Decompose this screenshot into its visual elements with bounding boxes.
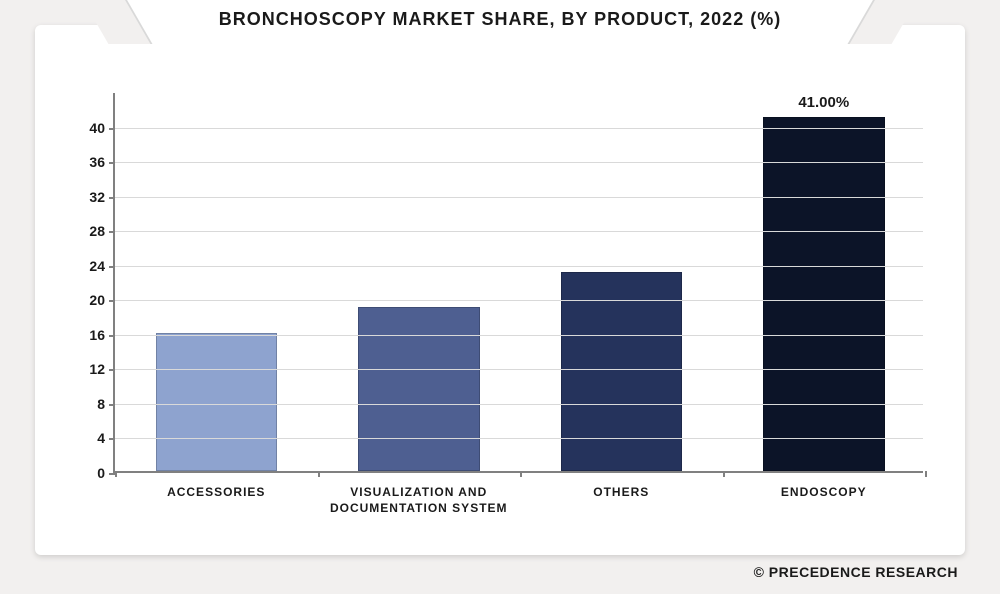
y-tick <box>109 266 115 268</box>
x-tick <box>723 471 725 477</box>
gridline <box>115 162 923 163</box>
x-tick <box>925 471 927 477</box>
y-axis-label: 32 <box>75 189 105 205</box>
bar <box>561 272 683 471</box>
y-tick <box>109 300 115 302</box>
x-tick <box>520 471 522 477</box>
bar <box>358 307 480 471</box>
x-axis-label: OTHERS <box>520 485 723 501</box>
chart-title-banner: BRONCHOSCOPY MARKET SHARE, BY PRODUCT, 2… <box>120 0 880 38</box>
gridline <box>115 369 923 370</box>
gridline <box>115 404 923 405</box>
x-tick <box>115 471 117 477</box>
y-tick <box>109 404 115 406</box>
y-axis-label: 4 <box>75 430 105 446</box>
gridline <box>115 128 923 129</box>
chart-container: 41.00% 0 4 8 12 16 20 24 28 32 36 40 ACCESSORIESVIS… <box>35 25 965 555</box>
gridline <box>115 266 923 267</box>
y-tick <box>109 438 115 440</box>
y-tick <box>109 197 115 199</box>
x-axis-label: ENDOSCOPY <box>723 485 926 501</box>
y-axis-label: 0 <box>75 465 105 481</box>
bar-value-label: 41.00% <box>798 94 849 111</box>
y-tick <box>109 128 115 130</box>
gridline <box>115 438 923 439</box>
y-axis-label: 36 <box>75 154 105 170</box>
x-tick <box>318 471 320 477</box>
bars-group: 41.00% <box>115 93 923 471</box>
y-axis-label: 8 <box>75 396 105 412</box>
y-tick <box>109 162 115 164</box>
bar: 41.00% <box>763 117 885 471</box>
y-tick <box>109 231 115 233</box>
y-axis-label: 12 <box>75 361 105 377</box>
gridline <box>115 300 923 301</box>
x-axis-label: ACCESSORIES <box>115 485 318 501</box>
gridline <box>115 335 923 336</box>
gridline <box>115 197 923 198</box>
gridline <box>115 231 923 232</box>
plot-area: 41.00% 0481216202428323640ACCESSORIESVIS… <box>113 93 923 473</box>
y-axis-label: 28 <box>75 223 105 239</box>
y-axis-label: 24 <box>75 258 105 274</box>
bar <box>156 333 278 471</box>
y-axis-label: 20 <box>75 292 105 308</box>
y-tick <box>109 335 115 337</box>
y-axis-label: 16 <box>75 327 105 343</box>
x-axis-label: VISUALIZATION ANDDOCUMENTATION SYSTEM <box>318 485 521 516</box>
attribution-text: © PRECEDENCE RESEARCH <box>754 564 958 580</box>
y-axis-label: 40 <box>75 120 105 136</box>
y-tick <box>109 369 115 371</box>
chart-title: BRONCHOSCOPY MARKET SHARE, BY PRODUCT, 2… <box>219 9 781 30</box>
